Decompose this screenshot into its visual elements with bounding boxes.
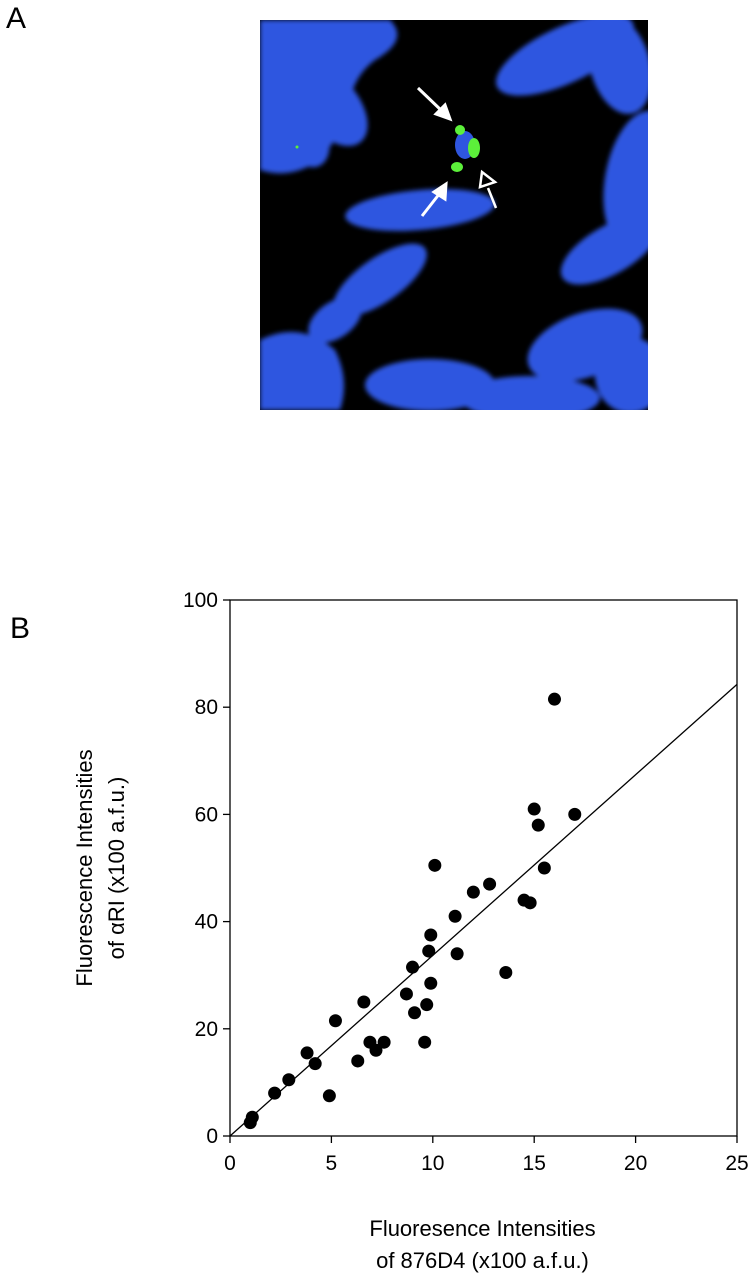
scatter-chart: 0 5 10 15 20 25 0 20 40 60 80 100 Fluorescence Inte…	[0, 560, 754, 1280]
x-tick-label: 0	[224, 1152, 236, 1175]
plot-frame	[229, 599, 738, 1137]
data-point	[399, 987, 413, 1001]
data-point	[499, 966, 513, 980]
tick-labels: 0 5 10 15 20 25 0 20 40 60 80 100	[183, 589, 749, 1175]
arrow-solid-bottom	[420, 181, 448, 217]
data-point	[424, 976, 438, 990]
micrograph-image	[260, 20, 648, 410]
signal-spot-right	[468, 138, 480, 158]
data-point	[448, 909, 462, 923]
y-tick-label: 100	[183, 589, 218, 612]
y-tick-label: 60	[195, 803, 218, 826]
data-point	[537, 861, 551, 875]
data-point	[406, 960, 420, 974]
x-tick-label: 25	[725, 1152, 748, 1175]
data-point	[527, 802, 541, 816]
data-point	[466, 885, 480, 899]
data-point	[268, 1086, 282, 1100]
y-tick-label: 80	[195, 696, 218, 719]
panel-b-label: B	[10, 612, 31, 645]
fish-micrograph	[260, 20, 648, 410]
x-axis-title-line2: of 876D4 (x100 a.f.u.)	[376, 1248, 589, 1273]
stray-signal	[295, 145, 299, 149]
y-axis-title-line1: Fluorescence Intensities	[72, 749, 97, 986]
panel-a-label: A	[6, 2, 27, 35]
x-axis-title-line1: Fluoresence Intensities	[369, 1216, 595, 1241]
data-point	[328, 1014, 342, 1028]
y-tick-label: 40	[195, 911, 218, 934]
y-axis-title-line2: of αRI (x100 a.f.u.)	[104, 777, 129, 960]
x-tick-label: 10	[421, 1152, 444, 1175]
chromosomes	[260, 20, 648, 410]
data-point	[300, 1046, 314, 1060]
data-point	[351, 1054, 365, 1068]
data-point	[245, 1110, 259, 1124]
data-point	[547, 692, 561, 706]
arrow-hollow	[478, 169, 498, 209]
data-point	[531, 818, 545, 832]
data-point	[282, 1073, 296, 1087]
axis-ticks	[223, 599, 738, 1143]
data-point	[568, 807, 582, 821]
data-point	[450, 947, 464, 961]
data-point	[322, 1089, 336, 1103]
data-point	[424, 928, 438, 942]
x-tick-label: 15	[523, 1152, 546, 1175]
x-tick-label: 5	[326, 1152, 338, 1175]
data-point	[420, 998, 434, 1012]
x-tick-label: 20	[624, 1152, 647, 1175]
trend-line	[229, 683, 738, 1137]
data-points	[243, 692, 582, 1130]
data-point	[422, 944, 436, 958]
scatter-plot: 0 5 10 15 20 25 0 20 40 60 80 100 Fluorescence Inte…	[72, 589, 749, 1273]
y-tick-label: 0	[206, 1125, 218, 1148]
arrow-solid-top	[416, 86, 453, 122]
data-point	[418, 1035, 432, 1049]
y-tick-label: 20	[195, 1018, 218, 1041]
data-point	[428, 858, 442, 872]
data-point	[308, 1057, 322, 1071]
signal-spot-bottom	[451, 162, 463, 172]
data-point	[369, 1043, 383, 1057]
data-point	[408, 1006, 422, 1020]
data-point	[523, 896, 537, 910]
data-point	[377, 1035, 391, 1049]
data-point	[357, 995, 371, 1009]
signal-spot-top	[455, 125, 465, 135]
data-point	[483, 877, 497, 891]
